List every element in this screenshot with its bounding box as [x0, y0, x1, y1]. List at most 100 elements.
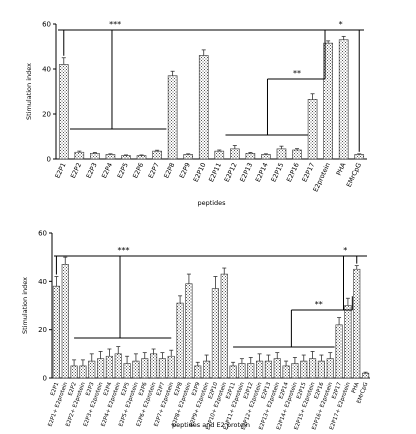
- bar: [105, 355, 113, 379]
- x-tick-label: E2P9: [191, 381, 202, 396]
- bar: [245, 153, 256, 160]
- x-tick-label: E2P14: [278, 381, 290, 400]
- bar: [335, 324, 343, 379]
- bar: [276, 148, 287, 160]
- bar: [52, 285, 60, 379]
- bar: [141, 358, 149, 379]
- significance-label: **: [293, 69, 301, 78]
- bar: [307, 99, 318, 160]
- x-tick-label: E2P2: [69, 161, 83, 179]
- bar: [185, 283, 193, 379]
- significance-label: ***: [109, 20, 121, 29]
- bar: [167, 355, 175, 379]
- bar: [211, 288, 219, 379]
- bar: [264, 360, 272, 379]
- bar: [88, 360, 96, 379]
- significance-label: **: [315, 300, 323, 309]
- x-tick-label: E2P8: [162, 161, 176, 179]
- bar: [167, 75, 178, 160]
- significance-label: ***: [118, 246, 130, 255]
- x-axis-label: peptides: [197, 199, 226, 207]
- x-tick-label: E2P10: [208, 381, 220, 400]
- x-tick-label: E2P14: [254, 161, 270, 183]
- x-tick-label: E2P1: [50, 382, 60, 397]
- x-tick-label: E2P12: [223, 161, 239, 183]
- bar: [229, 365, 237, 379]
- bar: [353, 268, 361, 379]
- bar: [105, 154, 116, 160]
- y-tick-label: 20: [38, 326, 47, 334]
- bar: [114, 353, 122, 379]
- x-tick-label: EMrCpG: [345, 161, 363, 188]
- x-axis-label: peptides and E2 protein: [172, 421, 250, 429]
- y-axis-label: Stimulation index: [21, 277, 29, 334]
- x-tick-label: E2P7: [156, 381, 167, 396]
- bar: [90, 153, 100, 160]
- x-tick-label: E2P3: [85, 161, 99, 179]
- bar: [273, 358, 281, 379]
- y-tick-label: 40: [42, 66, 51, 74]
- x-tick-label: E2P13: [238, 161, 254, 183]
- x-tick-label: PHA: [335, 161, 348, 177]
- x-tick-label: E2P16: [314, 381, 326, 400]
- bar: [317, 360, 325, 379]
- y-tick-label: 0: [47, 156, 51, 164]
- bar: [256, 360, 264, 379]
- x-tick-label: E2P17: [300, 161, 316, 183]
- y-tick-label: 0: [43, 375, 47, 383]
- bar: [176, 302, 184, 379]
- bar: [203, 360, 211, 379]
- x-tick-label: E2P3: [85, 381, 96, 396]
- bar: [282, 365, 290, 379]
- x-tick-label: E2P15: [296, 381, 308, 400]
- y-axis-label: Stimulation index: [25, 63, 33, 120]
- bar: [58, 64, 69, 160]
- bar: [238, 363, 246, 379]
- bar: [344, 305, 352, 379]
- x-tick-label: E2P15: [269, 161, 285, 183]
- x-tick-label: E2P5: [116, 161, 130, 179]
- bar: [354, 154, 365, 160]
- bar: [79, 365, 87, 379]
- y-tick-label: 40: [38, 278, 47, 286]
- x-tick-label: E2P7: [147, 161, 161, 179]
- x-tick-label: E2P8: [174, 381, 185, 396]
- bar: [74, 151, 85, 160]
- bar: [362, 372, 370, 379]
- y-tick-label: 20: [42, 111, 51, 119]
- x-tick-label: E2P13: [261, 381, 273, 400]
- bar: [183, 154, 193, 160]
- bar: [309, 358, 317, 379]
- x-tick-label: E2P12: [243, 382, 255, 400]
- x-tick-label: E2P10: [192, 161, 208, 183]
- bar: [292, 149, 302, 160]
- bar: [261, 154, 271, 160]
- bar: [214, 150, 225, 160]
- bar: [338, 39, 349, 160]
- x-tick-label: E2P16: [285, 161, 301, 183]
- x-tick-label: E2P4: [103, 381, 114, 396]
- x-tick-label: E2P6: [131, 161, 145, 179]
- bar: [194, 365, 202, 379]
- bar: [150, 353, 158, 379]
- bar: [132, 360, 140, 379]
- x-tick-label: E2P2: [68, 382, 78, 397]
- x-tick-label: E2P6: [138, 381, 149, 396]
- bar: [326, 358, 334, 379]
- significance-label: *: [343, 246, 347, 255]
- bar: [70, 365, 78, 379]
- bar: [97, 358, 105, 379]
- chart-top: 0 20 40 60 Stimulation index E2P1 E2P2 E2P3 E2P4…: [25, 20, 367, 207]
- bar: [136, 155, 147, 160]
- bar: [300, 360, 308, 379]
- x-tick-label: E2P4: [100, 161, 114, 179]
- bar: [230, 148, 240, 160]
- significance-label: *: [339, 20, 343, 29]
- bar: [220, 273, 228, 379]
- bar: [121, 155, 131, 160]
- bar: [152, 150, 162, 160]
- bar: [291, 363, 299, 379]
- x-tick-label: E2P11: [225, 382, 237, 400]
- bar: [247, 363, 255, 379]
